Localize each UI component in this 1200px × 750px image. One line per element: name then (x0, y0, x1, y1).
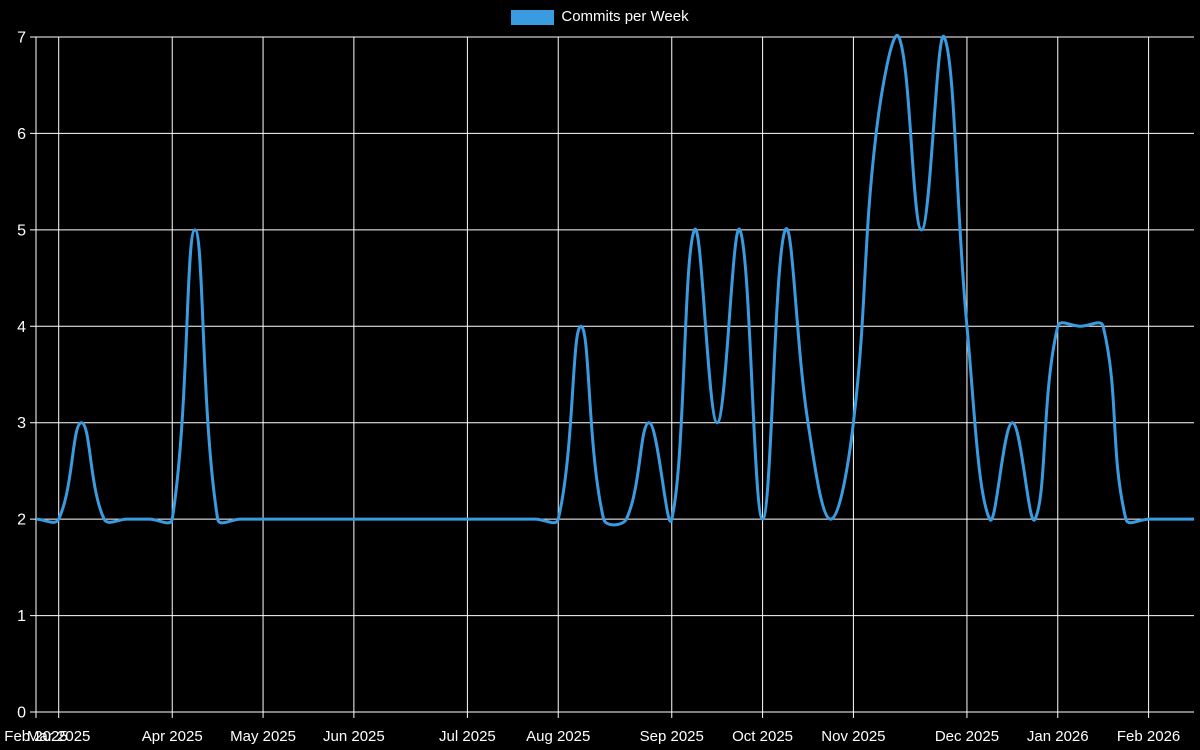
y-tick-label: 3 (17, 415, 26, 432)
x-tick-label: Oct 2025 (732, 728, 793, 745)
x-tick-label: Jan 2026 (1027, 728, 1089, 745)
x-tick-label: Aug 2025 (526, 728, 590, 745)
x-tick-label: Apr 2025 (142, 728, 203, 745)
y-tick-label: 1 (17, 608, 26, 625)
y-tick-label: 6 (17, 126, 26, 143)
y-tick-label: 2 (17, 512, 26, 529)
y-tick-label: 4 (17, 319, 26, 336)
legend-item-commits[interactable]: Commits per Week (511, 8, 689, 26)
x-tick-label: Dec 2025 (935, 728, 999, 745)
legend-swatch-icon (511, 9, 555, 25)
x-tick-label: Jul 2025 (439, 728, 496, 745)
y-tick-label: 5 (17, 222, 26, 239)
x-tick-label: Sep 2025 (640, 728, 704, 745)
y-tick-label: 0 (17, 705, 26, 722)
x-tick-label: Jun 2025 (323, 728, 385, 745)
x-tick-label: Mar 2025 (27, 728, 90, 745)
x-tick-label: Feb 2025 (4, 728, 67, 745)
x-tick-label: Feb 2026 (1117, 728, 1180, 745)
x-tick-label: May 2025 (230, 728, 296, 745)
x-tick-label: Nov 2025 (821, 728, 885, 745)
commits-line-series (35, 33, 1194, 527)
legend-label: Commits per Week (561, 8, 689, 25)
legend: Commits per Week (0, 8, 1200, 26)
y-tick-label: 7 (17, 30, 26, 47)
